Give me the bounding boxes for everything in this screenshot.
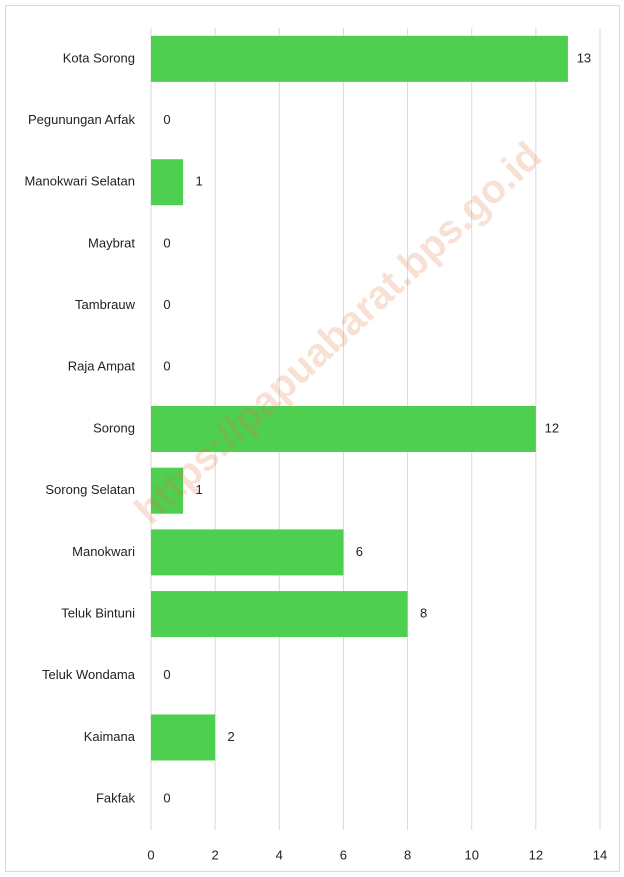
data-label: 0 (163, 359, 170, 374)
y-tick-label: Maybrat (88, 235, 135, 250)
x-tick-label: 10 (464, 847, 478, 862)
x-tick-label: 8 (404, 847, 411, 862)
x-tick-label: 2 (212, 847, 219, 862)
x-tick-label: 6 (340, 847, 347, 862)
y-tick-label: Tambrauw (75, 297, 136, 312)
data-label: 0 (163, 297, 170, 312)
y-tick-label: Kaimana (84, 729, 136, 744)
data-label: 1 (195, 482, 202, 497)
bar (151, 467, 184, 514)
x-tick-label: 12 (529, 847, 543, 862)
x-tick-label: 14 (593, 847, 607, 862)
bar (151, 159, 184, 206)
y-tick-label: Manokwari (72, 544, 135, 559)
y-tick-label: Teluk Bintuni (61, 606, 135, 621)
data-label: 1 (195, 174, 202, 189)
bar (151, 406, 536, 452)
y-tick-label: Fakfak (96, 791, 136, 806)
bar (151, 714, 216, 761)
data-label: 12 (545, 420, 559, 435)
bar (151, 35, 568, 82)
data-label: 0 (163, 667, 170, 682)
y-tick-label: Sorong Selatan (45, 482, 135, 497)
data-label: 8 (420, 606, 427, 621)
data-label: 0 (163, 112, 170, 127)
y-tick-label: Pegunungan Arfak (28, 112, 135, 127)
bar (151, 529, 344, 576)
y-tick-label: Raja Ampat (68, 359, 136, 374)
data-label: 6 (356, 544, 363, 559)
x-tick-label: 0 (147, 847, 154, 862)
bar (151, 591, 408, 638)
data-label: 13 (577, 50, 591, 65)
data-label: 2 (228, 729, 235, 744)
data-label: 0 (163, 235, 170, 250)
y-tick-label: Sorong (93, 420, 135, 435)
data-label: 0 (163, 791, 170, 806)
y-tick-label: Kota Sorong (63, 50, 135, 65)
y-tick-label: Teluk Wondama (42, 667, 136, 682)
y-tick-label: Manokwari Selatan (24, 174, 135, 189)
x-tick-label: 4 (276, 847, 283, 862)
